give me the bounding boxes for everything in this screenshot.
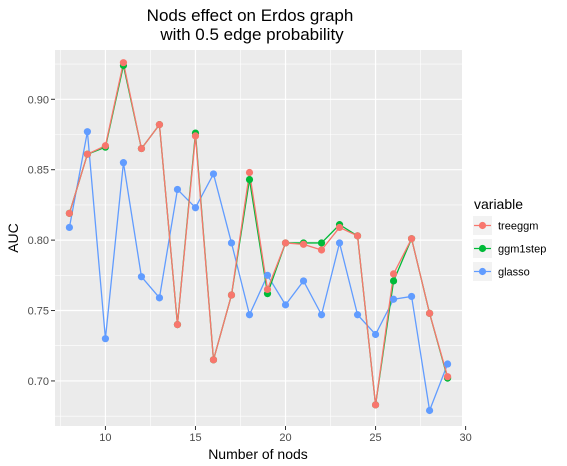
data-point-glasso [119,159,128,167]
data-point-treeggm [227,291,236,299]
y-tick-label: 0.85 [28,165,49,177]
data-point-treeggm [317,246,326,254]
legend-title: variable [474,196,523,212]
series-line-treeggm [68,62,449,406]
data-point-treeggm [443,373,452,381]
data-point-treeggm [335,223,344,232]
data-point-treeggm [65,209,74,217]
data-point-glasso [389,295,398,303]
data-point-glasso [407,292,416,301]
data-point-glasso [245,311,254,319]
legend-label-treeggm: treeggm [498,221,538,233]
data-point-glasso [209,170,218,178]
y-tick-label: 0.75 [28,306,49,318]
legend-label-glasso: glasso [498,267,530,279]
data-point-treeggm [209,356,218,364]
y-tick-label: 0.80 [28,235,49,247]
legend-label-ggm1step: ggm1step [498,244,546,256]
y-axis-title: AUC [5,223,21,253]
x-tick-labels: 10 15 20 25 30 [99,432,471,444]
data-point-treeggm [155,121,164,129]
x-tick-label: 10 [99,432,111,444]
legend-point-glasso [478,267,487,276]
data-point-glasso [299,277,308,285]
legend: treeggm ggm1step glasso [473,216,546,281]
data-point-treeggm [425,309,434,317]
data-point-ggm1step [245,175,254,184]
data-point-glasso [65,223,74,232]
data-point-glasso [353,311,362,319]
axis-ticks [51,98,467,430]
series-points [65,59,452,415]
data-point-glasso [335,239,344,247]
data-point-treeggm [281,239,290,247]
data-point-glasso [425,406,434,415]
data-point-treeggm [371,401,380,409]
data-point-glasso [281,301,290,309]
chart-title-line-1: Nods effect on Erdos graph [147,6,354,25]
data-point-treeggm [173,321,182,329]
x-tick-label: 30 [459,432,471,444]
data-point-treeggm [407,235,416,243]
data-point-ggm1step [389,277,398,285]
x-tick-label: 20 [279,432,291,444]
data-point-glasso [137,273,146,281]
data-point-glasso [83,128,92,136]
data-point-glasso [227,239,236,247]
data-point-treeggm [245,168,254,177]
series-line-glasso [68,131,449,412]
data-point-glasso [371,330,380,339]
x-tick-label: 25 [369,432,381,444]
y-tick-label: 0.70 [28,376,49,388]
data-point-glasso [317,311,326,319]
y-tick-label: 0.90 [28,94,49,106]
data-point-treeggm [119,59,128,67]
series-lines [68,62,449,412]
legend-point-treeggm [478,221,487,230]
data-point-ggm1step [317,239,326,247]
data-point-treeggm [137,144,146,153]
data-point-glasso [191,204,200,212]
legend-point-ggm1step [478,244,487,253]
y-tick-labels: 0.70 0.75 0.80 0.85 0.90 [28,94,49,388]
data-point-glasso [443,360,452,368]
data-point-treeggm [299,240,308,248]
data-point-treeggm [353,232,362,240]
x-axis-title: Number of nods [208,446,308,462]
data-point-treeggm [389,270,398,278]
data-point-glasso [101,335,110,343]
data-point-treeggm [83,150,92,158]
data-point-glasso [173,185,182,194]
chart-title-line-2: with 0.5 edge probability [159,25,344,44]
data-point-glasso [155,294,164,302]
x-tick-label: 15 [189,432,201,444]
data-point-treeggm [263,285,272,294]
data-point-treeggm [191,132,200,140]
data-point-glasso [263,271,272,279]
data-point-treeggm [101,142,110,150]
